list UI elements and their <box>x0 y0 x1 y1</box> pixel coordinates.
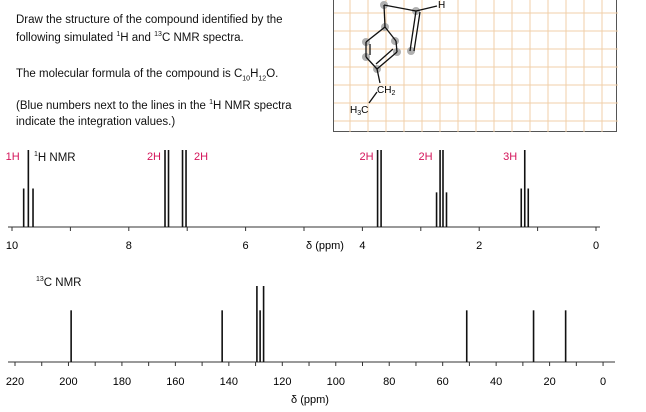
c-nmr-tick-label: 40 <box>490 376 502 388</box>
c-nmr-tick-label: 80 <box>383 376 395 388</box>
integration-note: (Blue numbers next to the lines in the 1… <box>16 99 292 112</box>
integration-label: 2H <box>360 151 374 163</box>
integration-label: 1H <box>6 151 20 163</box>
h-nmr-tick-label: 8 <box>126 240 132 252</box>
integration-label: 2H <box>147 151 161 163</box>
hydrogen-label: H <box>438 0 445 11</box>
c-nmr-tick-label: 100 <box>327 376 345 388</box>
c-nmr-xlabel: δ (ppm) <box>291 394 329 406</box>
h-nmr-tick-label: 4 <box>359 240 365 252</box>
c-nmr-tick-label: 200 <box>59 376 77 388</box>
h-nmr-tick-label: 0 <box>593 240 599 252</box>
integration-note-line-2: indicate the integration values.) <box>16 116 176 128</box>
h-nmr-tick-label: 2 <box>476 240 482 252</box>
integration-label: 2H <box>419 151 433 163</box>
ch2-label: CH2 <box>377 85 395 97</box>
c-nmr-tick-label: 60 <box>437 376 449 388</box>
question-line-2: following simulated 1H and 13C NMR spect… <box>16 31 244 44</box>
c-nmr-tick-label: 120 <box>273 376 291 388</box>
question-line-1: Draw the structure of the compound ident… <box>16 14 283 26</box>
c-nmr-tick-label: 140 <box>220 376 238 388</box>
integration-label: 3H <box>503 151 517 163</box>
c-nmr-tick-label: 20 <box>543 376 555 388</box>
molecular-formula: The molecular formula of the compound is… <box>16 68 279 83</box>
h-nmr-title: 1H NMR <box>34 151 76 164</box>
c-nmr-tick-label: 180 <box>113 376 131 388</box>
molecule-drawing[interactable]: H CH2 H3C <box>334 0 618 132</box>
h-nmr-tick-label: 6 <box>243 240 249 252</box>
c-nmr-tick-label: 220 <box>6 376 24 388</box>
integration-label: 2H <box>194 151 208 163</box>
structure-drawing-canvas[interactable]: H CH2 H3C <box>333 0 618 132</box>
grid <box>334 0 618 132</box>
bonds <box>365 4 438 104</box>
h3c-label: H3C <box>350 105 368 117</box>
c-nmr-tick-label: 160 <box>166 376 184 388</box>
c-nmr-tick-label: 0 <box>600 376 606 388</box>
h-nmr-tick-label: 10 <box>6 240 18 252</box>
h-nmr-xlabel: δ (ppm) <box>306 240 344 252</box>
c-nmr-title: 13C NMR <box>36 276 82 289</box>
